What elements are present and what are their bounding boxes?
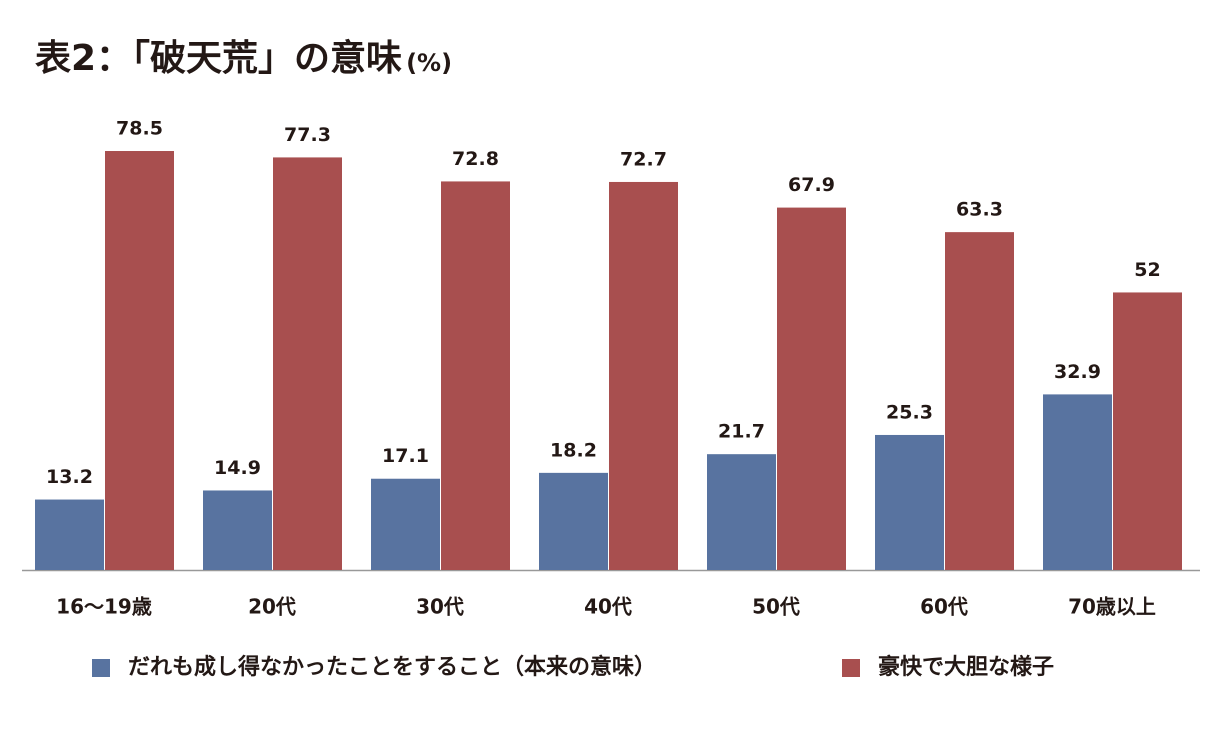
value-label: 14.9 <box>214 457 261 479</box>
bar <box>609 181 678 570</box>
value-label: 32.9 <box>1054 361 1101 383</box>
chart-unit: (%) <box>406 49 452 77</box>
value-label: 77.3 <box>284 124 331 146</box>
bar <box>539 472 608 570</box>
legend-swatch <box>92 659 110 677</box>
bar <box>441 181 510 570</box>
x-tick-label: 30代 <box>416 595 464 619</box>
bar <box>371 478 440 570</box>
legend-swatch <box>842 659 860 677</box>
legend-label: 豪快で大胆な様子 <box>878 654 1054 680</box>
bar <box>1043 394 1112 570</box>
bar <box>203 490 272 570</box>
value-label: 13.2 <box>46 466 93 488</box>
bar <box>945 232 1014 571</box>
x-tick-label: 20代 <box>248 595 296 619</box>
bar <box>273 157 342 570</box>
x-tick-label: 50代 <box>752 595 800 619</box>
value-label: 72.8 <box>452 148 499 170</box>
legend-label: だれも成し得なかったことをすること（本来の意味） <box>128 654 656 680</box>
bar <box>777 207 846 571</box>
x-tick-label: 16〜19歳 <box>56 595 152 619</box>
chart-title: 表2：「破天荒」の意味 <box>35 38 402 79</box>
value-label: 78.5 <box>116 118 163 140</box>
bar <box>707 454 776 570</box>
bar <box>35 499 104 570</box>
bar <box>105 151 174 570</box>
value-label: 17.1 <box>382 445 429 467</box>
x-tick-label: 60代 <box>920 595 968 619</box>
value-label: 18.2 <box>550 439 597 461</box>
bar <box>1113 292 1182 570</box>
bar <box>875 434 944 570</box>
x-tick-label: 40代 <box>584 595 632 619</box>
value-label: 67.9 <box>788 174 835 196</box>
value-label: 25.3 <box>886 401 933 423</box>
value-label: 21.7 <box>718 421 765 443</box>
value-label: 52 <box>1134 259 1160 281</box>
value-label: 72.7 <box>620 148 667 170</box>
value-label: 63.3 <box>956 199 1003 221</box>
x-tick-label: 70歳以上 <box>1068 595 1156 619</box>
